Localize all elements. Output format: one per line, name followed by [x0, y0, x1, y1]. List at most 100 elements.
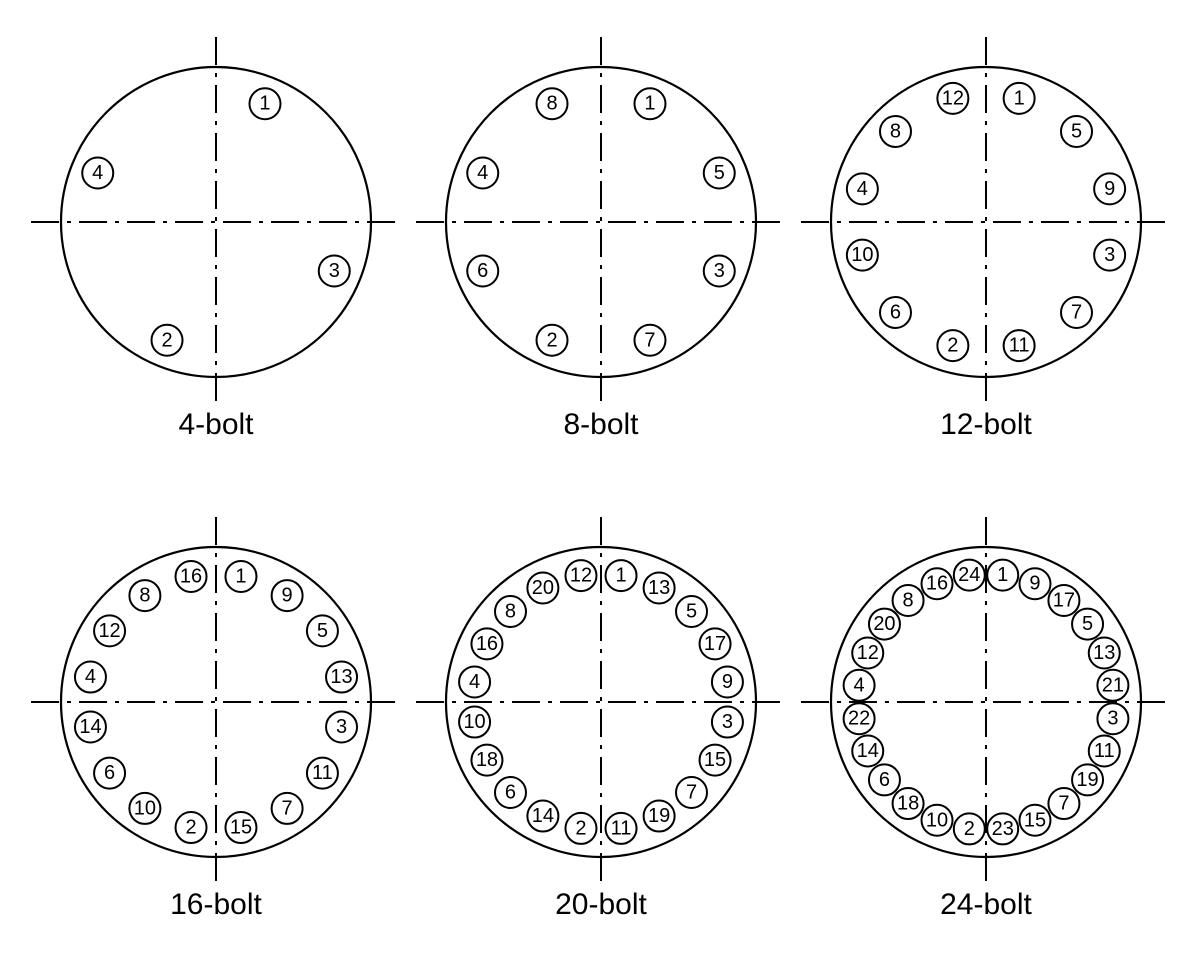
bolt-label: 4 [92, 162, 103, 184]
bolt-label: 10 [463, 711, 485, 733]
bolt-17: 17 [1048, 585, 1079, 616]
bolt-3: 3 [1094, 240, 1125, 271]
bolt-18: 18 [471, 745, 502, 776]
bolt-23: 23 [987, 813, 1018, 844]
bolt-3: 3 [319, 255, 350, 286]
bolt-label: 18 [476, 749, 498, 771]
bolt-16: 16 [922, 568, 953, 599]
bolt-2: 2 [152, 325, 183, 356]
flange-caption: 12-bolt [940, 408, 1032, 441]
bolt-10: 10 [847, 240, 878, 271]
bolt-3: 3 [326, 711, 357, 742]
bolt-24: 24 [954, 560, 985, 591]
bolt-label: 1 [644, 93, 655, 115]
bolt-label: 1 [615, 565, 626, 587]
bolt-label: 5 [686, 600, 697, 622]
bolt-1: 1 [987, 560, 1018, 591]
bolt-label: 21 [1102, 674, 1124, 696]
bolt-1: 1 [225, 561, 256, 592]
bolt-4: 4 [467, 158, 498, 189]
bolt-3: 3 [712, 707, 743, 738]
bolt-9: 9 [272, 580, 303, 611]
bolt-4: 4 [82, 158, 113, 189]
bolt-8: 8 [537, 88, 568, 119]
bolt-label: 12 [98, 620, 120, 642]
flange-8-bolt: 123456788-bolt [416, 37, 786, 441]
bolt-19: 19 [644, 801, 675, 832]
bolt-5: 5 [307, 615, 338, 646]
bolt-label: 8 [505, 600, 516, 622]
bolt-label: 6 [505, 782, 516, 804]
bolt-11: 11 [1004, 330, 1035, 361]
bolt-11: 11 [307, 758, 338, 789]
bolt-14: 14 [527, 801, 558, 832]
bolt-label: 1 [235, 565, 246, 587]
bolt-label: 13 [330, 666, 352, 688]
bolt-label: 1 [259, 93, 270, 115]
bolt-label: 13 [1093, 642, 1115, 664]
bolt-label: 8 [890, 120, 901, 142]
bolt-label: 3 [336, 716, 347, 738]
bolt-label: 2 [161, 329, 172, 351]
bolt-label: 1 [997, 564, 1008, 586]
bolt-9: 9 [712, 666, 743, 697]
bolt-4: 4 [847, 173, 878, 204]
bolt-label: 3 [1104, 244, 1115, 266]
bolt-label: 2 [947, 335, 958, 357]
bolt-label: 10 [851, 244, 873, 266]
bolt-label: 8 [546, 93, 557, 115]
bolt-label: 11 [1094, 740, 1115, 762]
bolt-label: 5 [317, 620, 328, 642]
flange-12-bolt: 12345678910111212-bolt [801, 37, 1171, 441]
bolt-1: 1 [1004, 83, 1035, 114]
bolt-8: 8 [495, 596, 526, 627]
bolt-label: 18 [897, 793, 919, 815]
bolt-2: 2 [537, 325, 568, 356]
bolt-label: 10 [134, 797, 156, 819]
bolt-label: 4 [85, 666, 96, 688]
bolt-label: 9 [722, 671, 733, 693]
bolt-16: 16 [176, 561, 207, 592]
bolt-14: 14 [75, 711, 106, 742]
bolt-5: 5 [1072, 609, 1103, 640]
bolt-label: 3 [1107, 708, 1118, 730]
bolt-label: 17 [704, 633, 726, 655]
bolt-label: 6 [104, 762, 115, 784]
bolt-6: 6 [467, 255, 498, 286]
bolt-label: 4 [469, 671, 480, 693]
bolt-label: 6 [879, 769, 890, 791]
bolt-label: 7 [686, 782, 697, 804]
bolt-label: 6 [477, 260, 488, 282]
bolt-label: 11 [1009, 335, 1030, 357]
bolt-4: 4 [459, 666, 490, 697]
flange-caption: 8-bolt [563, 408, 639, 441]
bolt-label: 2 [185, 817, 196, 839]
bolt-label: 4 [477, 162, 488, 184]
bolt-label: 11 [611, 817, 632, 839]
bolt-label: 7 [1071, 302, 1082, 324]
bolt-label: 3 [722, 711, 733, 733]
bolt-label: 5 [1071, 120, 1082, 142]
bolt-label: 4 [857, 178, 868, 200]
bolt-9: 9 [1094, 173, 1125, 204]
flange-20-bolt: 123456789101112131415161718192020-bolt [416, 517, 786, 921]
bolt-label: 19 [1076, 769, 1098, 791]
bolt-15: 15 [700, 745, 731, 776]
bolt-9: 9 [1019, 568, 1050, 599]
bolt-7: 7 [1048, 788, 1079, 819]
bolt-12: 12 [565, 560, 596, 591]
bolt-5: 5 [1061, 116, 1092, 147]
bolt-16: 16 [471, 628, 502, 659]
bolt-label: 20 [532, 577, 554, 599]
bolt-label: 9 [1029, 573, 1040, 595]
bolt-6: 6 [94, 758, 125, 789]
bolt-10: 10 [922, 805, 953, 836]
bolt-label: 24 [958, 564, 980, 586]
bolt-2: 2 [937, 330, 968, 361]
bolt-label: 15 [1024, 809, 1046, 831]
bolt-12: 12 [852, 638, 883, 669]
bolt-7: 7 [676, 777, 707, 808]
bolt-5: 5 [704, 158, 735, 189]
bolt-label: 23 [992, 818, 1014, 840]
bolt-12: 12 [937, 83, 968, 114]
